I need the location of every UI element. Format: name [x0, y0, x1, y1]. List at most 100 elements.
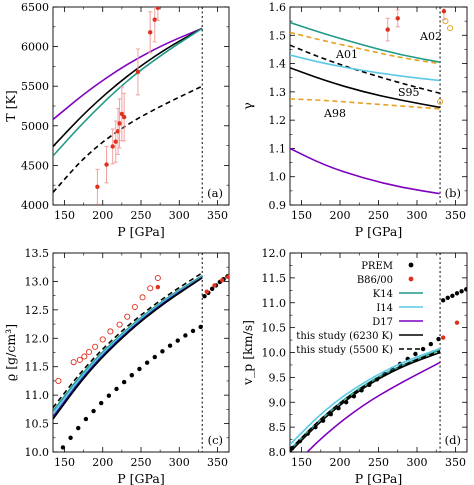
- data-point: [68, 435, 73, 440]
- data-point: [137, 366, 142, 372]
- data-point: [83, 416, 89, 422]
- x-tick-label: 350: [445, 456, 466, 469]
- panel-d: 150 200 250 300 350 8.0 8.5 9.0 9.5 10.0 10.5 11.0 1…: [240, 247, 468, 485]
- data-point-open: [85, 348, 93, 355]
- x-tick-label: 300: [169, 209, 190, 222]
- legend-label: this study (6230 K): [296, 331, 393, 342]
- series-line: [53, 275, 203, 412]
- panel-c: 150 200 250 300 350 10.0 10.5 11.0 11.5 12.0 12.5 1…: [3, 247, 230, 485]
- data-point: [152, 17, 157, 22]
- data-point: [183, 333, 188, 338]
- x-tick-label: 150: [54, 209, 75, 222]
- data-point: [76, 425, 81, 431]
- series-layer: [53, 7, 203, 205]
- y-tick-label: 1.0: [269, 171, 287, 184]
- series-line: [290, 347, 441, 446]
- series-line: [53, 272, 203, 409]
- x-tick-label: 200: [92, 209, 113, 222]
- legend-marker: [408, 276, 414, 282]
- x-tick-label: 350: [207, 209, 228, 222]
- y-tick-label: 13.0: [25, 275, 50, 288]
- y-tick-label: 1.5: [269, 29, 287, 42]
- data-point: [167, 343, 173, 348]
- y-axis-label: ϱ [g/cm³]: [3, 324, 18, 381]
- data-point: [106, 393, 112, 398]
- data-point-open: [442, 18, 449, 25]
- data-point: [202, 294, 207, 299]
- data-point-open: [55, 377, 62, 384]
- legend-label: B86/00: [357, 275, 393, 286]
- data-point: [113, 139, 118, 144]
- x-tick-label: 350: [207, 456, 228, 469]
- x-axis-label: P [GPa]: [355, 471, 402, 485]
- data-point: [395, 16, 400, 21]
- data-point: [209, 286, 215, 292]
- data-point: [450, 293, 455, 298]
- data-point: [95, 184, 100, 189]
- y-tick-label: 5500: [21, 80, 49, 93]
- curve-annotation: A01: [335, 48, 358, 61]
- curve-annotation: A98: [323, 107, 346, 120]
- data-point: [198, 324, 203, 330]
- y-tick-label: 12.5: [25, 304, 50, 317]
- x-axis-label: P [GPa]: [117, 471, 164, 485]
- data-point: [144, 360, 150, 365]
- y-tick-label: 10.0: [25, 446, 50, 459]
- series-line: [53, 27, 203, 121]
- x-tick-label: 150: [291, 209, 312, 222]
- data-point: [152, 354, 157, 360]
- data-point: [413, 351, 418, 357]
- data-point: [147, 30, 153, 35]
- panel-label: (d): [445, 433, 461, 447]
- data-point: [121, 114, 127, 120]
- y-tick-label: 10.5: [25, 418, 50, 431]
- data-point: [441, 9, 447, 14]
- data-point-open: [124, 313, 131, 320]
- series-line: [290, 31, 441, 65]
- y-tick-label: 10.0: [262, 347, 287, 360]
- data-point: [114, 386, 119, 392]
- data-point-open: [139, 294, 146, 301]
- y-tick-label: 1.6: [269, 1, 287, 14]
- data-point: [454, 320, 460, 325]
- series-line: [290, 147, 441, 195]
- series-line: [53, 276, 203, 418]
- x-tick-label: 350: [445, 209, 466, 222]
- series-layer: [53, 272, 229, 450]
- y-tick-label: 1.4: [269, 58, 287, 71]
- data-point-open: [116, 321, 123, 328]
- x-axis-label: P [GPa]: [355, 224, 402, 239]
- y-tick-label: 1.2: [269, 114, 287, 127]
- data-point: [428, 341, 434, 347]
- series-line: [53, 277, 203, 420]
- data-point: [464, 287, 467, 292]
- panel-a: 150 200 250 300 350 4000 4500 5000 5500 6000 6500 P…: [3, 1, 230, 239]
- y-tick-label: 11.0: [262, 297, 287, 310]
- legend-label: I14: [376, 303, 393, 314]
- y-tick-label: 1.1: [269, 142, 287, 155]
- data-point: [420, 346, 426, 352]
- x-tick-label: 300: [406, 209, 427, 222]
- x-tick-label: 200: [92, 456, 113, 469]
- data-point: [155, 7, 161, 10]
- data-point: [135, 69, 141, 75]
- y-tick-label: 4500: [21, 159, 49, 172]
- series-line: [290, 350, 441, 451]
- legend: PREM B86/00 K14 I14 D17 this study (6230 K) th…: [296, 261, 423, 356]
- y-tick-label: 0.9: [269, 199, 287, 212]
- y-tick-label: 6000: [21, 41, 49, 54]
- data-point-open: [437, 98, 444, 105]
- data-point: [60, 445, 66, 450]
- legend-label: PREM: [361, 261, 393, 272]
- series-line: [53, 85, 203, 193]
- panel-label: (b): [445, 186, 461, 200]
- y-tick-label: 12.0: [25, 332, 50, 345]
- series-line: [290, 351, 441, 452]
- data-point-open: [131, 303, 138, 311]
- data-point: [160, 349, 165, 354]
- series-line: [53, 276, 203, 414]
- data-point: [440, 335, 446, 340]
- data-point: [119, 111, 125, 117]
- x-tick-label: 250: [368, 209, 389, 222]
